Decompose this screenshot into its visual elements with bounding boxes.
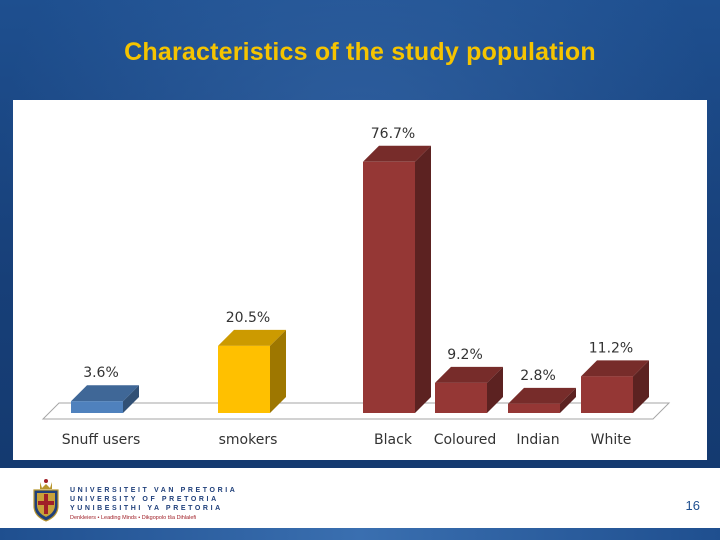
bar	[581, 376, 633, 413]
logo-line-english: UNIVERSITY OF PRETORIA	[70, 496, 219, 503]
slide-title: Characteristics of the study population	[124, 38, 596, 66]
bar-top	[435, 366, 503, 383]
data-label: 9.2%	[447, 347, 483, 363]
bar	[71, 401, 123, 413]
logo-motto: Denkleiers • Leading Minds • Dikgopolo t…	[70, 515, 197, 521]
logo-line-afrikaans: UNIVERSITEIT VAN PRETORIA	[70, 487, 238, 494]
bar-side	[633, 360, 649, 413]
bar-top	[508, 387, 576, 404]
data-label: 3.6%	[83, 365, 119, 381]
bar-side	[270, 329, 286, 413]
bar	[218, 345, 270, 413]
university-wordmark: UNIVERSITEIT VAN PRETORIA UNIVERSITY OF …	[70, 486, 237, 522]
category-label: White	[591, 432, 632, 448]
bar-top	[363, 145, 431, 162]
data-label: 76.7%	[371, 126, 415, 142]
page-number: 16	[685, 498, 700, 513]
chart-floor	[41, 402, 671, 420]
footer-strip	[0, 528, 720, 540]
category-label: smokers	[219, 432, 278, 448]
bar-top	[581, 360, 649, 377]
bar-side	[415, 145, 431, 413]
bar-top	[71, 385, 139, 402]
bar-side	[560, 387, 576, 413]
bar	[508, 403, 560, 413]
bar-side	[487, 366, 503, 413]
data-label: 11.2%	[589, 340, 633, 356]
category-label: Snuff users	[62, 432, 141, 448]
bar-chart: 3.6% Snuff users 20.5% smokers 76.7% Black 9.2…	[41, 126, 671, 448]
bar	[435, 382, 487, 413]
data-label: 20.5%	[226, 310, 270, 326]
footer: UNIVERSITEIT VAN PRETORIA UNIVERSITY OF …	[0, 468, 720, 540]
data-label: 2.8%	[520, 368, 556, 384]
bar-side	[123, 385, 139, 413]
university-crest-icon	[33, 479, 59, 522]
category-label: Black	[374, 432, 413, 448]
category-label: Coloured	[434, 432, 497, 448]
logo-line-sepedi: YUNIBESITHI YA PRETORIA	[70, 505, 223, 512]
category-label: Indian	[516, 432, 559, 448]
chart-panel: 3.6% Snuff users 20.5% smokers 76.7% Black 9.2…	[13, 100, 707, 460]
bar-top	[218, 329, 286, 346]
bar	[363, 161, 415, 413]
